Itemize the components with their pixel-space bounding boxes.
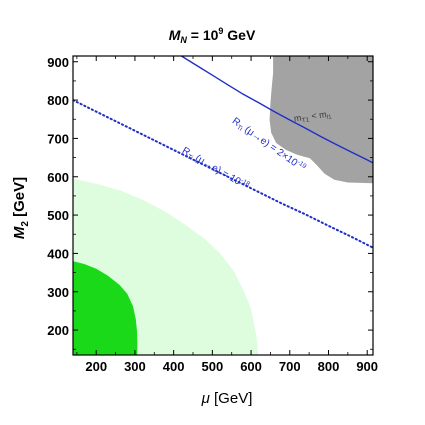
- dotted-contour: [73, 99, 373, 249]
- axis-ticks: 200 300 400 500 600 700 800 900 200 300 400 500 600 7…: [47, 55, 378, 374]
- x-axis-title: μ [GeV]: [201, 390, 253, 407]
- chart-title: MN = 109 GeV: [169, 26, 256, 45]
- y-tick-label: 400: [47, 246, 69, 261]
- gray-excluded-region: [269, 56, 373, 184]
- x-tick-label: 400: [163, 359, 185, 374]
- solid-contour: [181, 56, 373, 164]
- x-tick-label: 200: [85, 359, 107, 374]
- y-tick-label: 600: [47, 170, 69, 185]
- x-tick-label: 800: [318, 359, 340, 374]
- y-tick-label: 900: [47, 55, 69, 70]
- y-tick-label: 200: [47, 323, 69, 338]
- x-tick-label: 300: [124, 359, 146, 374]
- y-tick-label: 500: [47, 208, 69, 223]
- dark-green-region: [73, 261, 138, 355]
- y-tick-label: 800: [47, 93, 69, 108]
- x-tick-label: 500: [202, 359, 224, 374]
- x-tick-label: 700: [279, 359, 301, 374]
- x-tick-label: 600: [240, 359, 262, 374]
- gray-region-label: mT1 < ml1: [293, 108, 332, 125]
- plot-area: [73, 56, 373, 355]
- plot-frame: [72, 55, 374, 356]
- dotted-contour-label: RTi (μ→e) = 10-18: [179, 144, 251, 193]
- x-tick-label: 900: [356, 359, 378, 374]
- y-axis-title: M2 [GeV]: [11, 177, 31, 239]
- y-tick-label: 700: [47, 131, 69, 146]
- y-tick-label: 300: [47, 285, 69, 300]
